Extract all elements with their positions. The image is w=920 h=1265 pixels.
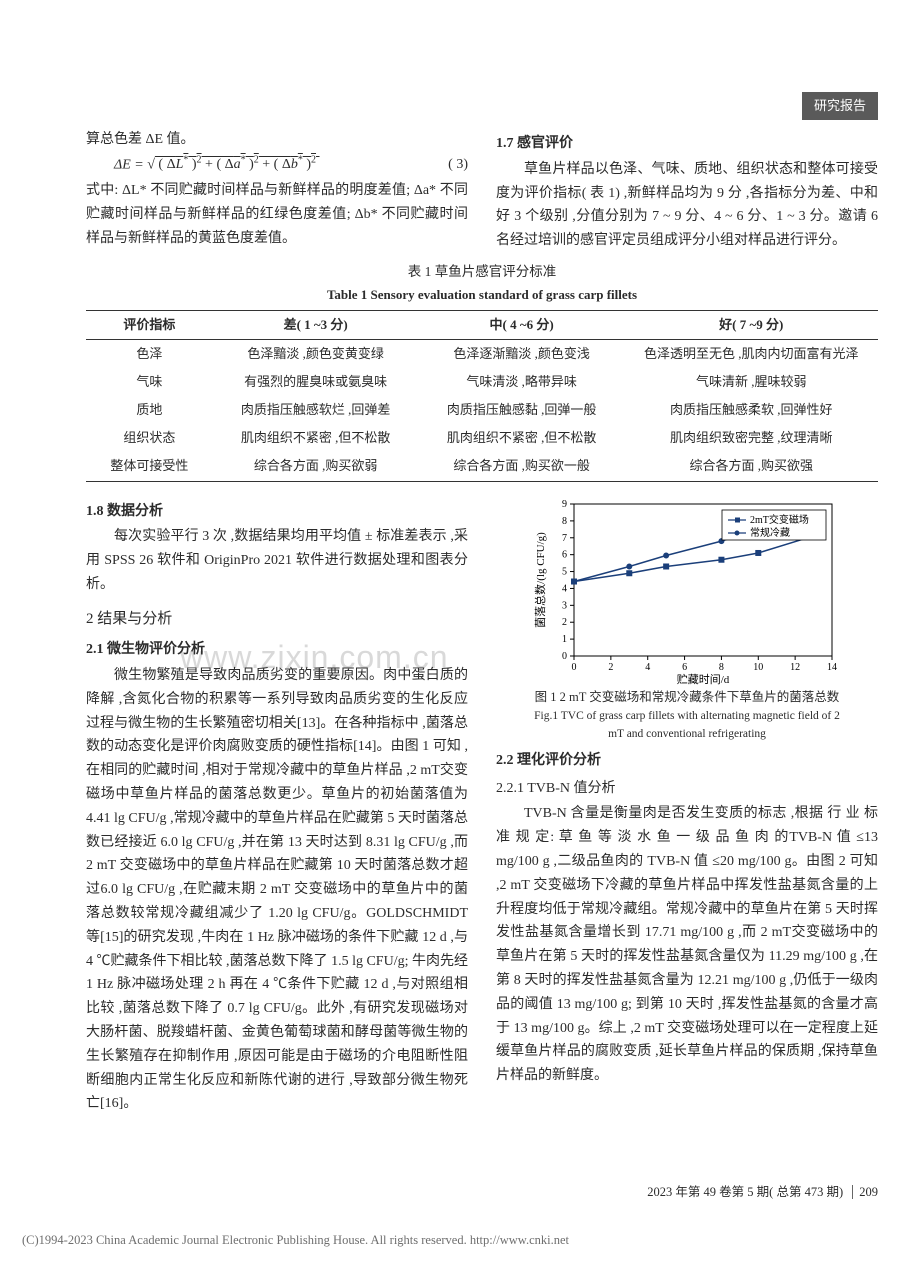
- figure-1-caption-cn: 图 1 2 mT 交变磁场和常规冷藏条件下草鱼片的菌落总数: [535, 690, 840, 704]
- svg-text:菌落总数/(lg CFU/g): 菌落总数/(lg CFU/g): [533, 531, 547, 627]
- top-right-col: 1.7 感官评价 草鱼片样品以色泽、气味、质地、组织状态和整体可接受度为评价指标…: [496, 128, 878, 253]
- svg-text:9: 9: [562, 499, 567, 510]
- svg-text:2mT交变磁场: 2mT交变磁场: [750, 513, 809, 526]
- svg-text:4: 4: [562, 583, 567, 594]
- svg-text:0: 0: [572, 662, 577, 673]
- section-1-7-head: 1.7 感官评价: [496, 132, 878, 156]
- section-2-head: 2 结果与分析: [86, 607, 468, 633]
- table-1-titles: 表 1 草鱼片感官评分标准 Table 1 Sensory evaluation…: [86, 261, 878, 306]
- svg-text:2: 2: [562, 617, 567, 628]
- delta-e-intro: 算总色差 ΔE 值。: [86, 128, 468, 152]
- publisher-footer: (C)1994-2023 China Academic Journal Elec…: [22, 1230, 569, 1251]
- section-2-1-body: 微生物繁殖是导致肉品质劣变的重要原因。肉中蛋白质的降解 ,含氮化合物的积累等一系…: [86, 664, 468, 1116]
- figure-1-caption-en: Fig.1 TVC of grass carp fillets with alt…: [532, 708, 842, 743]
- svg-text:6: 6: [562, 549, 567, 560]
- section-1-8-head: 1.8 数据分析: [86, 500, 468, 524]
- table-row: 色泽色泽黯淡 ,颜色变黄变绿色泽逐渐黯淡 ,颜色变浅色泽透明至无色 ,肌肉内切面…: [86, 340, 878, 369]
- table-col-1: 差( 1 ~3 分): [213, 311, 419, 340]
- svg-text:5: 5: [562, 566, 567, 577]
- equation-row: ΔE = √ ( ΔL* )2 + ( Δa* )2 + ( Δb* )2 ( …: [86, 152, 468, 179]
- section-2-2-1-head: 2.2.1 TVB-N 值分析: [496, 777, 878, 801]
- table-row: 整体可接受性综合各方面 ,购买欲弱综合各方面 ,购买欲一般综合各方面 ,购买欲强: [86, 452, 878, 481]
- section-2-2-1-body: TVB-N 含量是衡量肉是否发生变质的标志 ,根据 行 业 标 准 规 定: 草…: [496, 802, 878, 1088]
- equation-number: ( 3): [448, 153, 468, 177]
- svg-text:4: 4: [645, 662, 650, 673]
- section-2-2-head: 2.2 理化评价分析: [496, 749, 878, 773]
- table-row: 气味有强烈的腥臭味或氨臭味气味清淡 ,略带异味气味清新 ,腥味较弱: [86, 368, 878, 396]
- table-1-title-en: Table 1 Sensory evaluation standard of g…: [86, 284, 878, 306]
- svg-text:7: 7: [562, 532, 567, 543]
- page-number: 209: [859, 1185, 878, 1199]
- page-content: 算总色差 ΔE 值。 ΔE = √ ( ΔL* )2 + ( Δa* )2 + …: [86, 128, 878, 1116]
- figure-1-box: 024681012140123456789贮藏时间/d菌落总数/(lg CFU/…: [532, 496, 842, 743]
- svg-text:3: 3: [562, 600, 567, 611]
- table-col-2: 中( 4 ~6 分): [419, 311, 625, 340]
- bottom-left-col: 1.8 数据分析 每次实验平行 3 次 ,数据结果均用平均值 ± 标准差表示 ,…: [86, 496, 468, 1117]
- top-columns: 算总色差 ΔE 值。 ΔE = √ ( ΔL* )2 + ( Δa* )2 + …: [86, 128, 878, 253]
- svg-text:1: 1: [562, 634, 567, 645]
- svg-text:14: 14: [827, 662, 837, 673]
- section-1-8-body: 每次实验平行 3 次 ,数据结果均用平均值 ± 标准差表示 ,采用 SPSS 2…: [86, 525, 468, 596]
- figure-1-chart: 024681012140123456789贮藏时间/d菌落总数/(lg CFU/…: [532, 496, 842, 686]
- svg-text:0: 0: [562, 651, 567, 662]
- section-1-7-body: 草鱼片样品以色泽、气味、质地、组织状态和整体可接受度为评价指标( 表 1) ,新…: [496, 158, 878, 253]
- table-1-wrap: 表 1 草鱼片感官评分标准 Table 1 Sensory evaluation…: [86, 261, 878, 482]
- table-1-body: 色泽色泽黯淡 ,颜色变黄变绿色泽逐渐黯淡 ,颜色变浅色泽透明至无色 ,肌肉内切面…: [86, 340, 878, 481]
- page-footer: 2023 年第 49 卷第 5 期( 总第 473 期) 209: [647, 1182, 878, 1203]
- delta-e-explain: 式中: ΔL* 不同贮藏时间样品与新鲜样品的明度差值; Δa* 不同贮藏时间样品…: [86, 179, 468, 250]
- svg-text:6: 6: [682, 662, 687, 673]
- table-1: 评价指标 差( 1 ~3 分) 中( 4 ~6 分) 好( 7 ~9 分) 色泽…: [86, 310, 878, 482]
- table-col-0: 评价指标: [86, 311, 213, 340]
- svg-text:8: 8: [719, 662, 724, 673]
- svg-text:贮藏时间/d: 贮藏时间/d: [677, 673, 730, 686]
- bottom-right-col: 024681012140123456789贮藏时间/d菌落总数/(lg CFU/…: [496, 496, 878, 1117]
- svg-text:10: 10: [753, 662, 763, 673]
- top-left-col: 算总色差 ΔE 值。 ΔE = √ ( ΔL* )2 + ( Δa* )2 + …: [86, 128, 468, 253]
- table-col-3: 好( 7 ~9 分): [625, 311, 878, 340]
- delta-e-formula: ΔE = √ ( ΔL* )2 + ( Δa* )2 + ( Δb* )2: [114, 152, 320, 177]
- svg-text:8: 8: [562, 515, 567, 526]
- category-badge: 研究报告: [802, 92, 878, 120]
- table-row: 组织状态肌肉组织不紧密 ,但不松散肌肉组织不紧密 ,但不松散肌肉组织致密完整 ,…: [86, 424, 878, 452]
- table-1-title-cn: 表 1 草鱼片感官评分标准: [86, 261, 878, 284]
- figure-1-caption: 图 1 2 mT 交变磁场和常规冷藏条件下草鱼片的菌落总数 Fig.1 TVC …: [532, 688, 842, 743]
- svg-text:2: 2: [608, 662, 613, 673]
- table-row: 质地肉质指压触感软烂 ,回弹差肉质指压触感黏 ,回弹一般肉质指压触感柔软 ,回弹…: [86, 396, 878, 424]
- bottom-columns: 1.8 数据分析 每次实验平行 3 次 ,数据结果均用平均值 ± 标准差表示 ,…: [86, 496, 878, 1117]
- issue-text: 2023 年第 49 卷第 5 期( 总第 473 期): [647, 1185, 843, 1199]
- section-2-1-head: 2.1 微生物评价分析: [86, 638, 468, 662]
- svg-text:常规冷藏: 常规冷藏: [750, 526, 790, 539]
- svg-text:12: 12: [790, 662, 800, 673]
